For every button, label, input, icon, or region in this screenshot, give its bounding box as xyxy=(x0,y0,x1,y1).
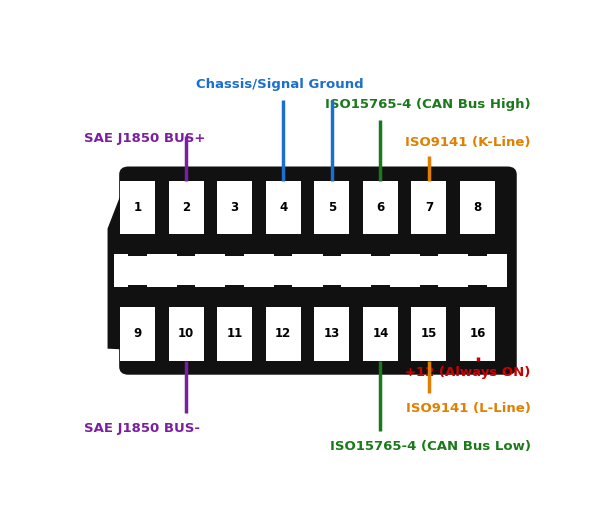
Bar xyxy=(371,285,389,307)
Polygon shape xyxy=(107,175,508,367)
Text: 11: 11 xyxy=(226,327,243,340)
Bar xyxy=(128,285,146,307)
Text: 10: 10 xyxy=(178,327,194,340)
Text: 13: 13 xyxy=(323,327,340,340)
Bar xyxy=(460,180,495,235)
Text: 9: 9 xyxy=(133,327,142,340)
Bar xyxy=(274,285,292,307)
Bar xyxy=(217,307,252,361)
Text: 15: 15 xyxy=(421,327,437,340)
Bar xyxy=(169,180,203,235)
Text: 2: 2 xyxy=(182,201,190,214)
Bar xyxy=(469,285,487,307)
Bar xyxy=(266,307,301,361)
Text: SAE J1850 BUS-: SAE J1850 BUS- xyxy=(84,422,200,435)
Text: Chassis/Signal Ground: Chassis/Signal Ground xyxy=(196,78,364,91)
Text: ISO15765-4 (CAN Bus Low): ISO15765-4 (CAN Bus Low) xyxy=(330,440,531,453)
Bar xyxy=(412,180,446,235)
Bar xyxy=(469,235,487,256)
Text: 12: 12 xyxy=(275,327,292,340)
Bar xyxy=(412,307,446,361)
Text: 16: 16 xyxy=(469,327,486,340)
Text: ISO9141 (L-Line): ISO9141 (L-Line) xyxy=(406,402,531,415)
Text: SAE J1850 BUS+: SAE J1850 BUS+ xyxy=(84,132,206,145)
Bar xyxy=(114,254,508,287)
Text: 5: 5 xyxy=(328,201,336,214)
Bar xyxy=(323,235,341,256)
Bar xyxy=(177,235,195,256)
Bar xyxy=(363,180,398,235)
Text: ISO9141 (K-Line): ISO9141 (K-Line) xyxy=(405,136,531,149)
Bar xyxy=(274,235,292,256)
Bar xyxy=(226,285,244,307)
Bar xyxy=(120,307,155,361)
Bar xyxy=(314,180,349,235)
Bar xyxy=(420,285,438,307)
Bar xyxy=(460,307,495,361)
Text: 7: 7 xyxy=(425,201,433,214)
Bar xyxy=(363,307,398,361)
FancyBboxPatch shape xyxy=(119,166,517,375)
Bar xyxy=(226,235,244,256)
Bar xyxy=(217,180,252,235)
Bar xyxy=(169,307,203,361)
Bar xyxy=(120,180,155,235)
Text: 3: 3 xyxy=(230,201,239,214)
Text: 4: 4 xyxy=(279,201,287,214)
Bar xyxy=(177,285,195,307)
Text: 1: 1 xyxy=(133,201,142,214)
Text: 8: 8 xyxy=(473,201,482,214)
Bar xyxy=(371,235,389,256)
Text: +12 (Always ON): +12 (Always ON) xyxy=(406,366,531,379)
Bar xyxy=(314,307,349,361)
Bar xyxy=(128,235,146,256)
Bar xyxy=(323,285,341,307)
Bar xyxy=(420,235,438,256)
Text: 6: 6 xyxy=(376,201,385,214)
Text: ISO15765-4 (CAN Bus High): ISO15765-4 (CAN Bus High) xyxy=(325,98,531,111)
Bar xyxy=(266,180,301,235)
Text: 14: 14 xyxy=(372,327,389,340)
